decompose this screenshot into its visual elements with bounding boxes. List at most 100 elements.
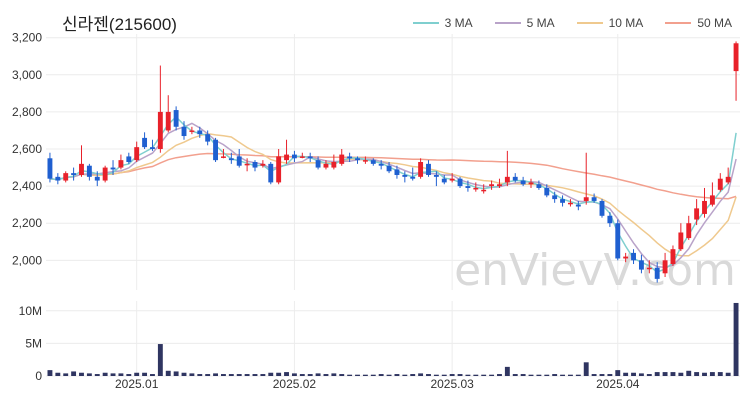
legend: 3 MA 5 MA 10 MA 50 MA bbox=[412, 16, 732, 30]
candle-body bbox=[260, 163, 266, 166]
legend-item-ma50: 50 MA bbox=[665, 16, 732, 30]
legend-item-ma5: 5 MA bbox=[494, 16, 555, 30]
candle-body bbox=[134, 147, 140, 161]
ma50-line bbox=[49, 152, 737, 200]
price-tick-label: 3,000 bbox=[12, 68, 42, 82]
volume-bar bbox=[394, 374, 400, 376]
volume-bar bbox=[134, 372, 140, 376]
volume-bar bbox=[615, 370, 621, 376]
candle-body bbox=[236, 156, 242, 166]
volume-bar bbox=[276, 372, 282, 376]
volume-bar bbox=[220, 374, 226, 376]
volume-bar bbox=[457, 374, 463, 376]
candle-body bbox=[591, 197, 597, 201]
candle-body bbox=[307, 156, 313, 159]
price-tick-label: 3,200 bbox=[12, 31, 42, 45]
candle-body bbox=[86, 165, 92, 177]
candle-body bbox=[520, 180, 526, 185]
volume-bar bbox=[339, 374, 345, 376]
volume-bar bbox=[504, 366, 510, 376]
volume-tick-label: 5M bbox=[25, 336, 42, 350]
candle-body bbox=[157, 111, 163, 150]
legend-swatch-ma10 bbox=[576, 22, 603, 24]
volume-bar bbox=[197, 374, 203, 376]
candle-body bbox=[126, 156, 132, 162]
candle-body bbox=[678, 232, 684, 250]
volume-bar bbox=[567, 374, 573, 376]
volume-bar bbox=[623, 372, 629, 376]
candle-body bbox=[268, 163, 274, 183]
candle-body bbox=[378, 163, 384, 166]
candle-body bbox=[504, 176, 510, 183]
candle-body bbox=[142, 137, 148, 148]
candle-body bbox=[725, 176, 731, 183]
volume-bar bbox=[402, 374, 408, 376]
volume-bar bbox=[173, 371, 179, 376]
volume-bar bbox=[244, 374, 250, 376]
volume-bar bbox=[268, 372, 274, 376]
price-tick-label: 2,200 bbox=[12, 216, 42, 230]
candle-body bbox=[489, 184, 495, 187]
volume-bar bbox=[370, 374, 376, 376]
candle-body bbox=[55, 176, 61, 181]
candle-body bbox=[394, 169, 400, 175]
volume-bar bbox=[465, 374, 471, 376]
candle-body bbox=[575, 204, 581, 207]
candle-body bbox=[102, 167, 108, 181]
candle-body bbox=[709, 195, 715, 205]
candle-body bbox=[512, 176, 518, 181]
volume-bar bbox=[686, 370, 692, 376]
candle-body bbox=[323, 163, 329, 168]
candle-body bbox=[560, 199, 566, 203]
candle-body bbox=[347, 156, 353, 159]
candle-body bbox=[244, 163, 250, 166]
volume-bar bbox=[678, 372, 684, 376]
volume-bar bbox=[426, 374, 431, 376]
candle-body bbox=[733, 43, 739, 72]
candle-body bbox=[694, 208, 700, 220]
volume-bar bbox=[347, 374, 353, 376]
volume-bar bbox=[284, 372, 289, 376]
candle-body bbox=[181, 126, 187, 137]
volume-bar bbox=[631, 372, 636, 376]
ma5-line bbox=[49, 122, 737, 269]
price-tick-label: 2,600 bbox=[12, 142, 42, 156]
volume-bar bbox=[410, 374, 416, 376]
watermark-text: enVievV.com bbox=[454, 245, 736, 296]
candle-body bbox=[386, 165, 392, 172]
legend-label-ma50: 50 MA bbox=[697, 16, 732, 30]
candle-body bbox=[670, 249, 676, 265]
candle-body bbox=[291, 154, 297, 159]
volume-bar bbox=[150, 374, 155, 376]
candle-body bbox=[654, 267, 660, 279]
candle-body bbox=[118, 160, 124, 168]
volume-bar bbox=[560, 374, 566, 376]
candle-body bbox=[702, 200, 707, 214]
volume-bar bbox=[599, 374, 605, 376]
volume-bar bbox=[315, 373, 321, 376]
volume-bar bbox=[536, 374, 542, 376]
legend-item-ma10: 10 MA bbox=[576, 16, 643, 30]
candle-body bbox=[284, 154, 289, 161]
volume-bar bbox=[118, 373, 124, 376]
candle-body bbox=[63, 173, 69, 181]
volume-bar bbox=[299, 374, 305, 376]
candle-body bbox=[449, 178, 455, 181]
candle-body bbox=[315, 160, 321, 168]
volume-bar bbox=[512, 374, 518, 376]
date-tick-label: 2025.01 bbox=[115, 377, 159, 391]
volume-bar bbox=[94, 374, 100, 376]
legend-label-ma5: 5 MA bbox=[526, 16, 555, 30]
volume-bar bbox=[386, 374, 392, 376]
candle-body bbox=[544, 187, 550, 196]
volume-bar bbox=[55, 372, 61, 376]
volume-bar bbox=[702, 372, 707, 376]
volume-bar bbox=[63, 373, 69, 376]
candle-body bbox=[410, 176, 416, 179]
candle-body bbox=[213, 139, 219, 161]
volume-bar bbox=[709, 372, 715, 376]
volume-bar bbox=[165, 370, 171, 376]
volume-bar bbox=[181, 372, 187, 376]
volume-bar bbox=[481, 374, 487, 376]
